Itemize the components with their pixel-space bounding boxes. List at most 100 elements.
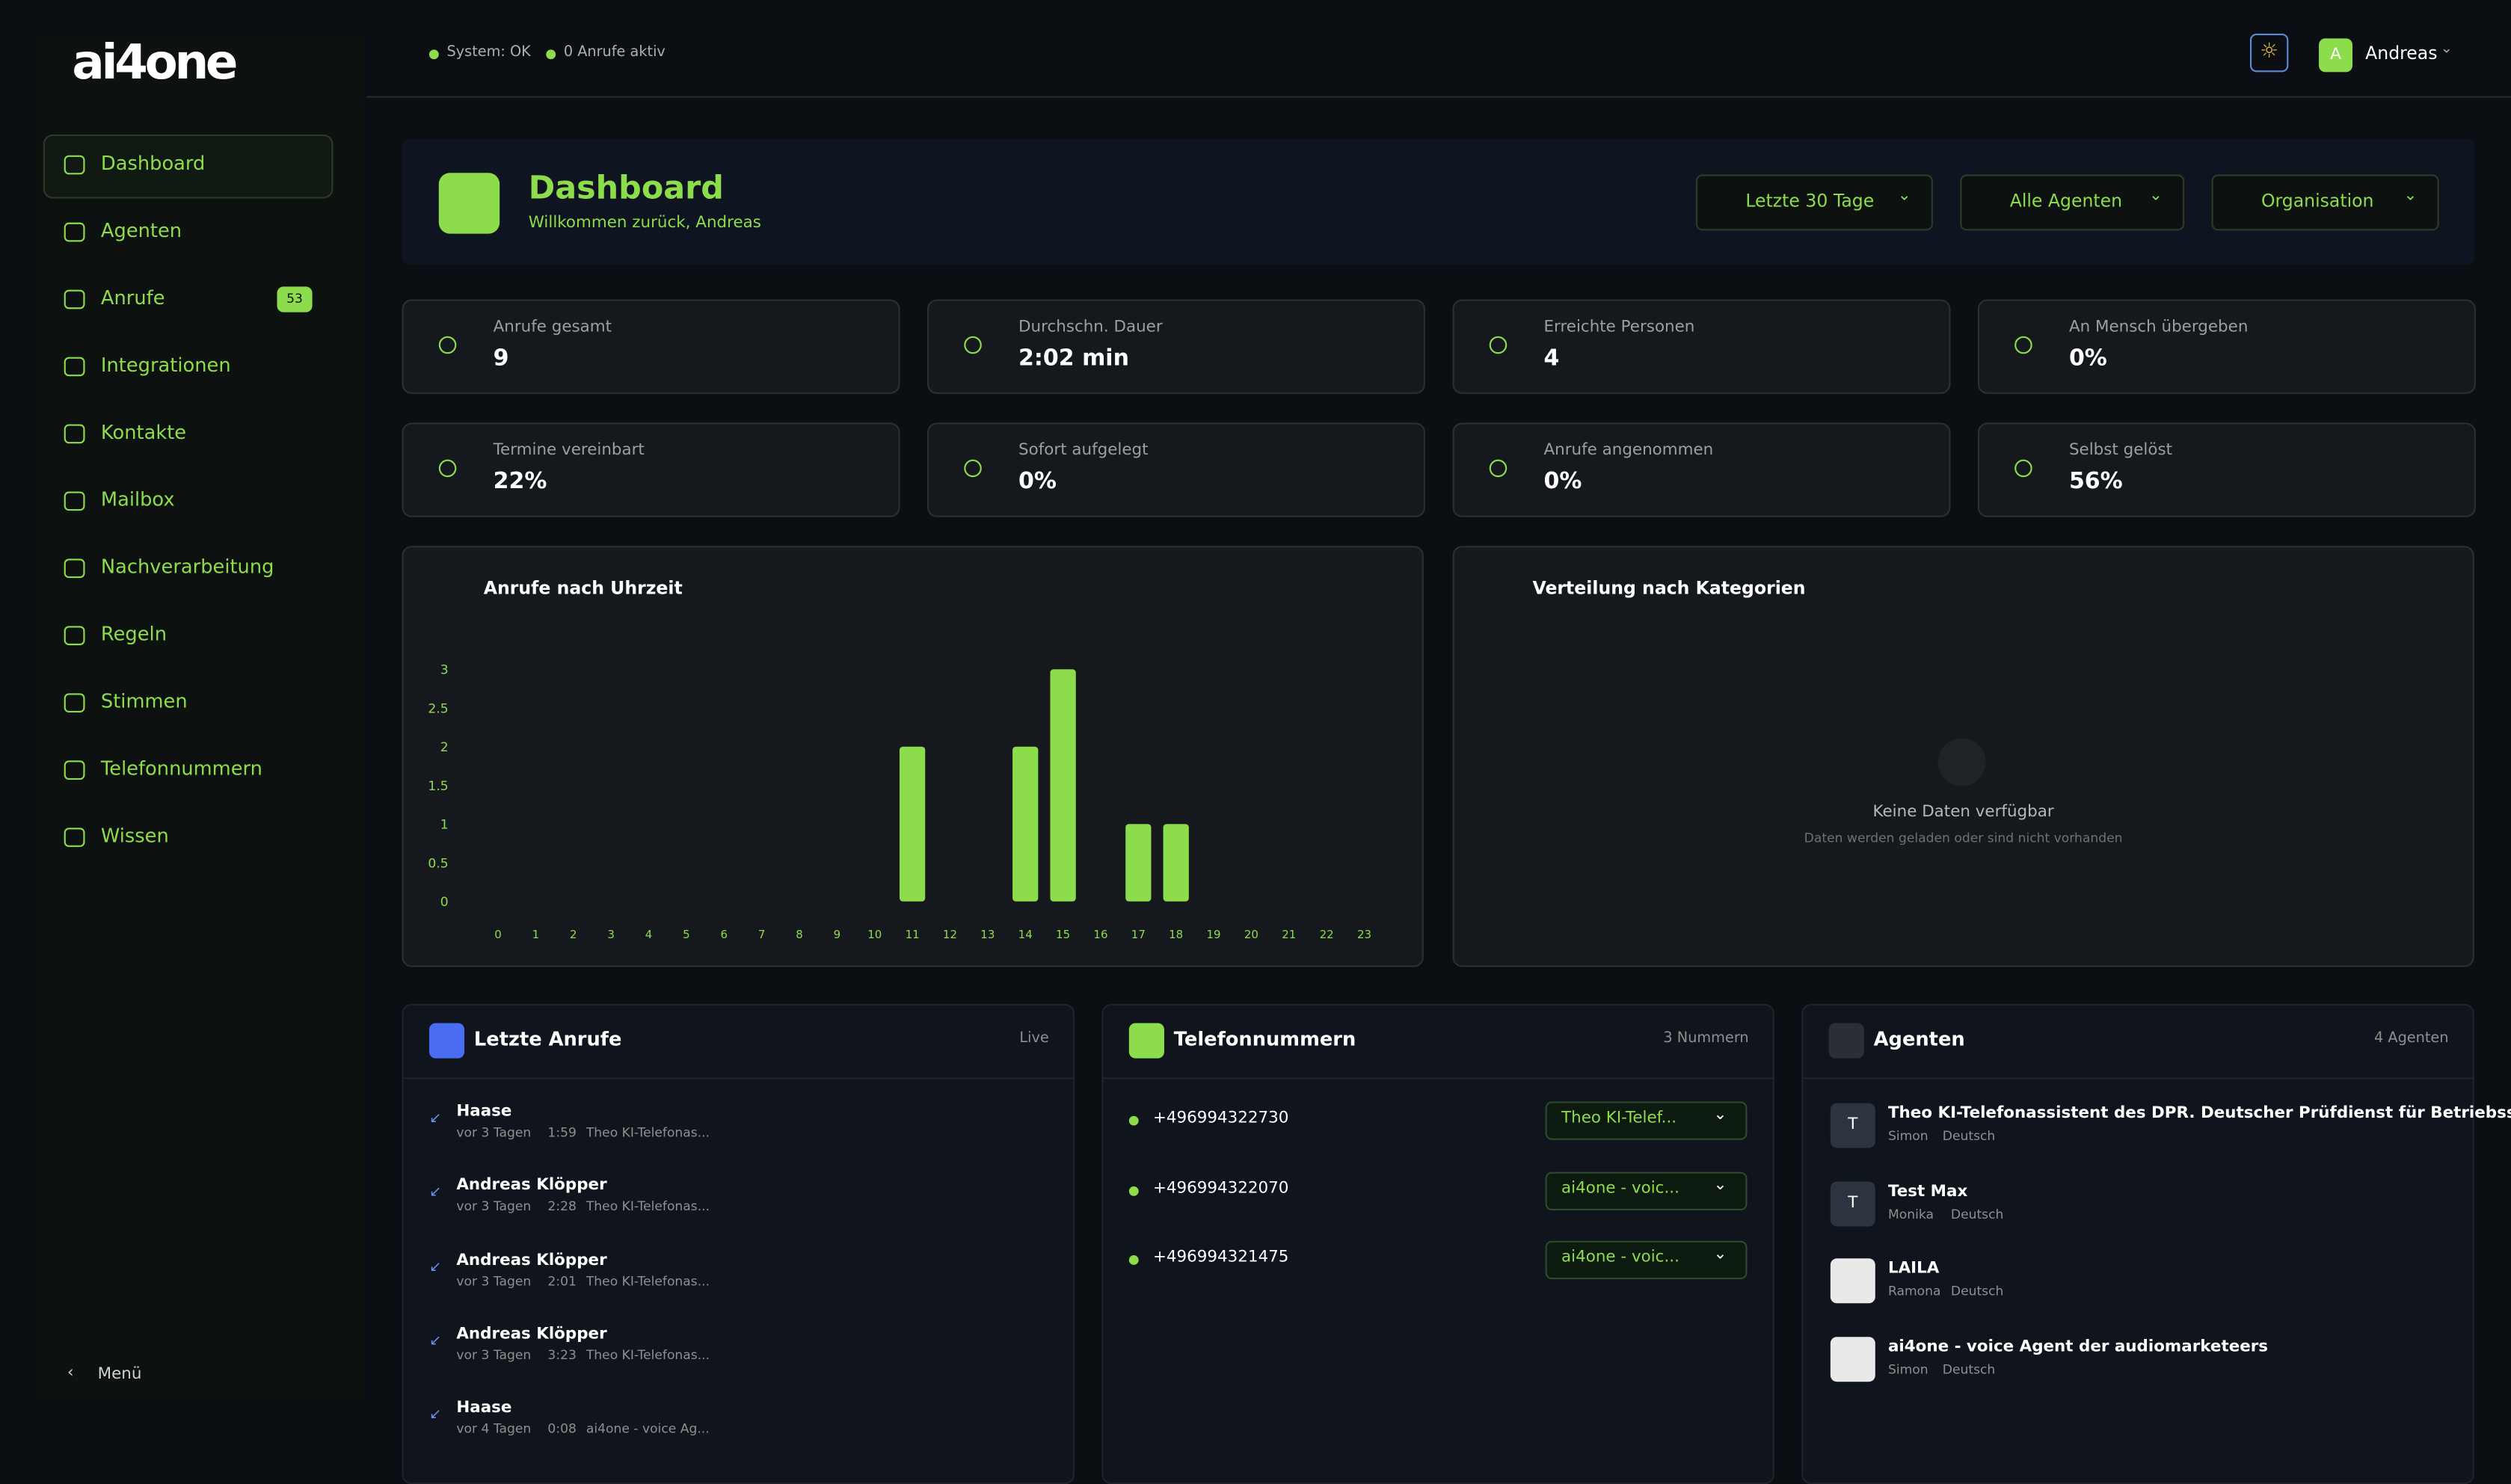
x-tick-label: 13 [980, 928, 995, 941]
x-tick-label: 23 [1357, 928, 1371, 941]
panel-icon [428, 1023, 465, 1059]
agent-select-label[interactable]: ai4one - voic... [1561, 1179, 1679, 1197]
nav-item[interactable]: Regeln [100, 623, 167, 646]
filter-label[interactable]: Alle Agenten [2009, 190, 2123, 212]
user-avatar: A [2319, 38, 2353, 73]
chart-title: Anrufe nach Uhrzeit [483, 578, 683, 599]
kpi-label: An Mensch übergeben [2068, 318, 2249, 336]
x-tick-label: 9 [834, 928, 841, 941]
agent-select[interactable] [1545, 1101, 1748, 1140]
x-tick-label: 19 [1207, 928, 1221, 941]
filter-label[interactable]: Organisation [2260, 190, 2374, 212]
agent-language: Deutsch [1950, 1206, 2004, 1221]
x-tick-label: 2 [570, 928, 577, 941]
nav-item[interactable]: Integrationen [100, 354, 231, 377]
collapse-menu-label[interactable]: Menü [97, 1365, 142, 1384]
chevron: ⌄ [2440, 41, 2453, 58]
x-tick-label: 22 [1320, 928, 1334, 941]
nav-icon [64, 760, 85, 780]
agent-voice: Monika [1887, 1206, 1934, 1221]
call-when: vor 3 Tagen [456, 1273, 532, 1289]
phone-number: +496994322070 [1152, 1179, 1289, 1197]
filter-button[interactable] [2211, 174, 2439, 231]
panel-badge: 4 Agenten [2373, 1031, 2449, 1047]
filter-label[interactable]: Letzte 30 Tage [1745, 190, 1875, 212]
agent-name[interactable]: Test Max [1887, 1182, 1968, 1201]
agent-avatar: T [1830, 1103, 1875, 1148]
y-tick-label: 0 [440, 895, 449, 910]
call-name[interactable]: Andreas Klöpper [456, 1251, 607, 1269]
kpi-label: Erreichte Personen [1543, 318, 1695, 336]
agent-language: Deutsch [1950, 1284, 2004, 1299]
nav-icon [64, 289, 85, 310]
agent-voice: Simon [1887, 1128, 1928, 1144]
kpi-label: Sofort aufgelegt [1018, 442, 1149, 460]
panel-badge: 3 Nummern [1663, 1031, 1749, 1047]
nav-item[interactable]: Nachverarbeitung [100, 555, 274, 579]
nav-item[interactable]: Anrufe [100, 286, 165, 310]
agent-name[interactable]: Theo KI-Telefonassistent des DPR. Deutsc… [1887, 1104, 2511, 1123]
agent-select[interactable] [1545, 1171, 1748, 1210]
empty-title: Keine Daten verfügbar [1872, 804, 2054, 822]
x-tick-label: 14 [1018, 928, 1033, 941]
nav-icon [64, 155, 85, 175]
number-dot [1128, 1115, 1139, 1126]
nav-icon [64, 491, 85, 511]
agent-voice: Simon [1887, 1361, 1928, 1376]
kpi-card panel [1977, 422, 2476, 517]
nav-item[interactable]: Dashboard [100, 152, 206, 175]
x-tick-label: 1 [532, 928, 540, 941]
kpi-icon [438, 459, 457, 478]
panel-icon [1128, 1023, 1164, 1059]
y-tick-label: 3 [440, 663, 449, 678]
kpi-value: 56% [2068, 469, 2123, 495]
kpi-icon [2014, 336, 2032, 354]
chart-svg: 00.511.522.530 1 2 3 4 5 6 7 8 9 10 11 12 13 14 15 16 17 1… [428, 663, 1371, 941]
agent-avatar [1830, 1336, 1875, 1382]
bar [1163, 824, 1189, 902]
agent-language: Deutsch [1942, 1361, 1996, 1376]
agent-select-label[interactable]: Theo KI-Telef... [1561, 1109, 1677, 1127]
nav-item[interactable]: Stimmen [100, 690, 188, 713]
nav-icon [64, 357, 85, 377]
call-name[interactable]: Haase [456, 1103, 512, 1121]
call-name[interactable]: Andreas Klöpper [456, 1326, 607, 1343]
select-chevron: ⌄ [1713, 1106, 1727, 1124]
user-name[interactable]: Andreas [2365, 43, 2438, 64]
agent-name[interactable]: ai4one - voice Agent der audiomarketeers [1887, 1337, 2269, 1355]
agent-name[interactable]: LAILA [1887, 1260, 1940, 1278]
agent-select[interactable] [1545, 1240, 1748, 1280]
x-tick-label: 0 [494, 928, 502, 941]
call-duration: 2:28 [547, 1199, 577, 1214]
nav-item[interactable]: Kontakte [100, 421, 187, 444]
nav-icon [64, 558, 85, 579]
theme-toggle[interactable]: ☼ [2249, 33, 2289, 73]
x-tick-label: 15 [1056, 928, 1070, 941]
agent-avatar [1830, 1258, 1875, 1304]
y-tick-label: 1 [440, 818, 449, 833]
kpi-label: Anrufe angenommen [1543, 442, 1714, 460]
empty-text: Daten werden geladen oder sind nicht vor… [1804, 831, 2123, 846]
filter-button[interactable] [1960, 174, 2185, 231]
nav-item[interactable]: Agenten [100, 219, 182, 242]
agent-select-label[interactable]: ai4one - voic... [1561, 1249, 1679, 1267]
nav-item[interactable]: Wissen [100, 824, 169, 847]
panel-divider [402, 1077, 1075, 1080]
x-tick-label: 4 [645, 928, 653, 941]
status-dot [428, 49, 439, 60]
kpi-card panel [1977, 299, 2476, 394]
x-tick-label: 16 [1093, 928, 1107, 941]
kpi-value: 0% [2068, 345, 2107, 372]
phone-number: +496994322730 [1152, 1109, 1289, 1127]
call-name[interactable]: Haase [456, 1400, 512, 1417]
bar [1050, 669, 1076, 902]
nav-item[interactable]: Mailbox [100, 488, 175, 511]
filter-button[interactable] [1695, 174, 1933, 231]
kpi-label: Durchschn. Dauer [1018, 318, 1163, 336]
collapse-menu[interactable]: ‹ [67, 1364, 74, 1382]
nav-item[interactable]: Telefonnummern [100, 757, 262, 780]
nav-icon [64, 424, 85, 444]
call-direction: ↙ [428, 1259, 442, 1275]
call-name[interactable]: Andreas Klöpper [456, 1177, 607, 1195]
x-tick-label: 11 [906, 928, 920, 941]
